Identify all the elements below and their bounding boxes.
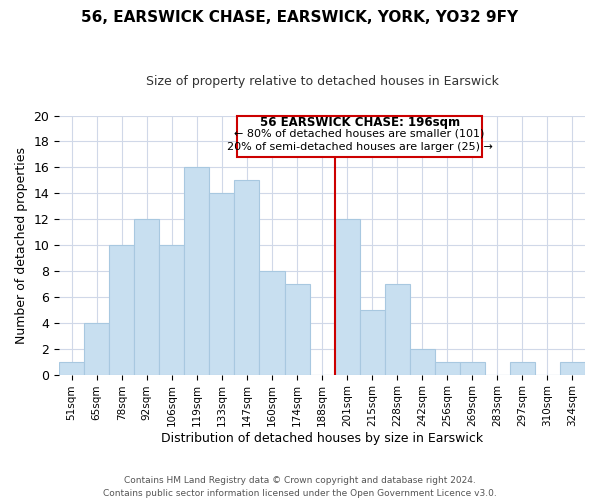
Bar — [385, 284, 410, 374]
Text: 20% of semi-detached houses are larger (25) →: 20% of semi-detached houses are larger (… — [227, 142, 493, 152]
Bar — [209, 194, 235, 374]
Text: 56 EARSWICK CHASE: 196sqm: 56 EARSWICK CHASE: 196sqm — [260, 116, 460, 128]
Bar — [84, 323, 109, 374]
Bar — [284, 284, 310, 374]
Text: Contains HM Land Registry data © Crown copyright and database right 2024.
Contai: Contains HM Land Registry data © Crown c… — [103, 476, 497, 498]
Bar — [335, 219, 359, 374]
Bar — [359, 310, 385, 374]
Bar — [435, 362, 460, 374]
FancyBboxPatch shape — [237, 116, 482, 157]
Bar — [134, 219, 160, 374]
Bar — [109, 245, 134, 374]
Bar — [510, 362, 535, 374]
Bar — [59, 362, 84, 374]
Bar — [410, 348, 435, 374]
Text: ← 80% of detached houses are smaller (101): ← 80% of detached houses are smaller (10… — [235, 128, 485, 138]
Bar — [235, 180, 259, 374]
Y-axis label: Number of detached properties: Number of detached properties — [15, 146, 28, 344]
Bar — [560, 362, 585, 374]
Bar — [184, 168, 209, 374]
Title: Size of property relative to detached houses in Earswick: Size of property relative to detached ho… — [146, 75, 499, 88]
Bar — [460, 362, 485, 374]
X-axis label: Distribution of detached houses by size in Earswick: Distribution of detached houses by size … — [161, 432, 483, 445]
Text: 56, EARSWICK CHASE, EARSWICK, YORK, YO32 9FY: 56, EARSWICK CHASE, EARSWICK, YORK, YO32… — [82, 10, 518, 25]
Bar — [259, 271, 284, 374]
Bar — [160, 245, 184, 374]
